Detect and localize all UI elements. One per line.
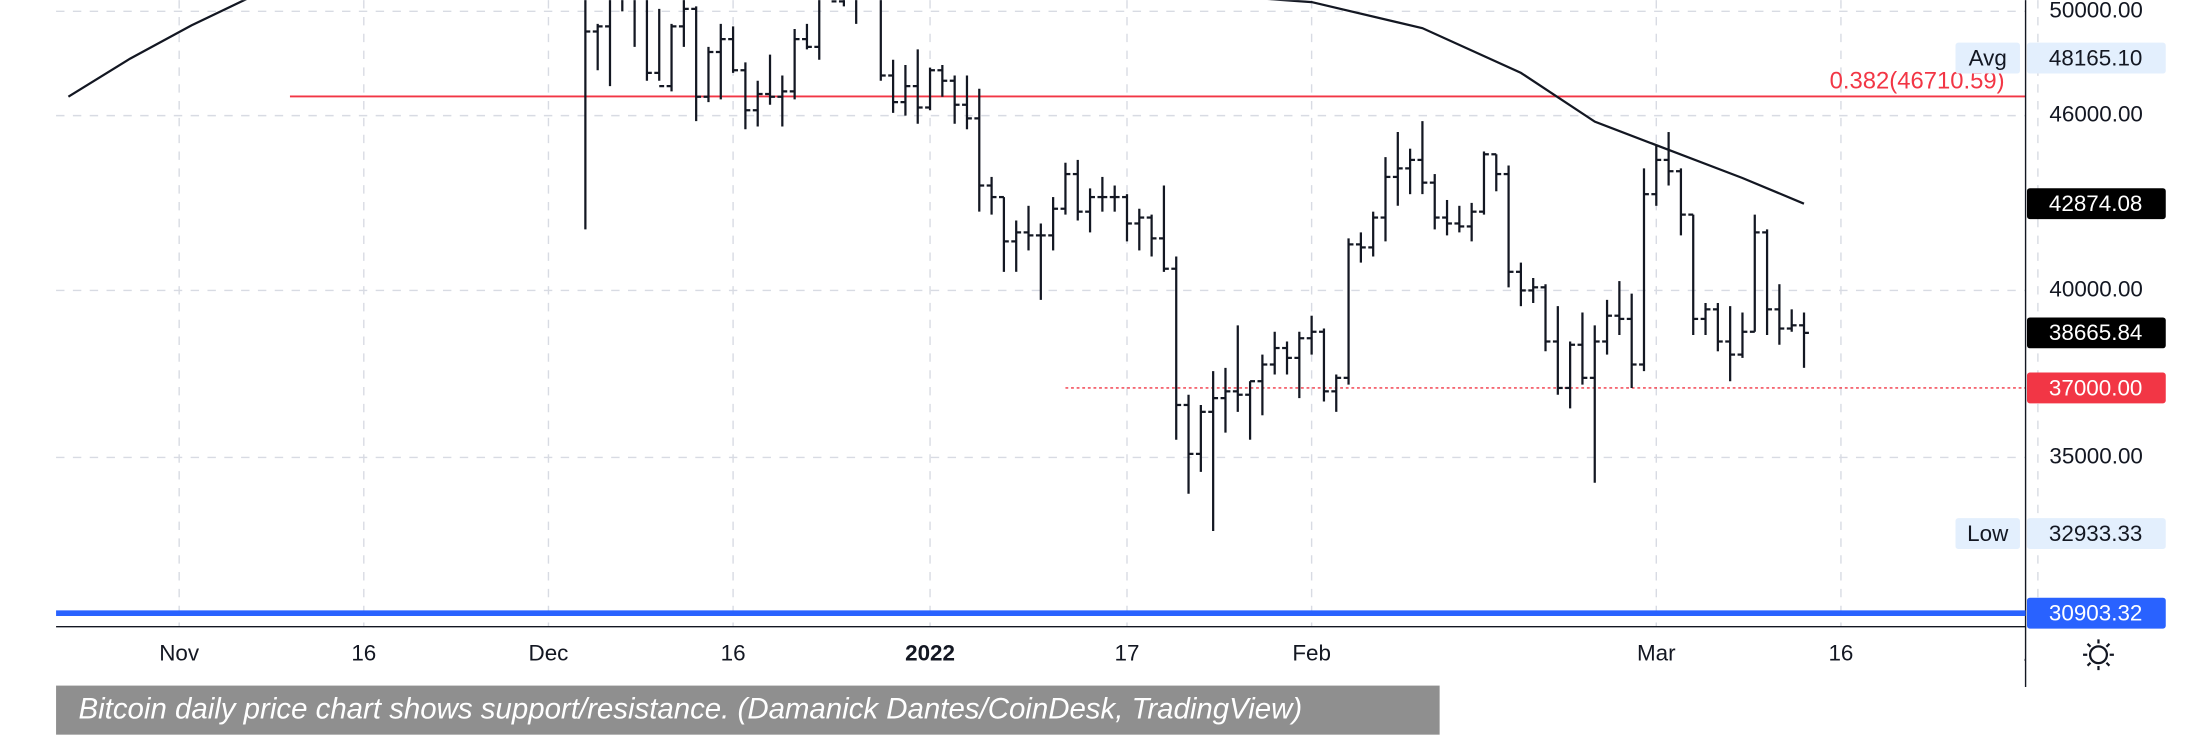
badge-tag <box>1955 42 2020 74</box>
plot-area <box>67 0 2026 532</box>
support-badge <box>2026 372 2166 404</box>
stat-badge-label: 48165.10 <box>2049 45 2142 70</box>
low-line-badge-label: 30903.32 <box>2049 600 2142 625</box>
badge-name: Avg <box>1969 45 2007 70</box>
x-tick-label: Nov <box>159 641 200 666</box>
x-tick-label: Feb <box>1292 641 1331 666</box>
ma-last-badge <box>2026 188 2166 220</box>
x-tick-label: 16 <box>1828 641 1853 666</box>
y-tick-label: 46000.00 <box>2049 102 2142 127</box>
x-tick-label: Mar <box>1637 641 1676 666</box>
x-tick-label: 2022 <box>905 641 955 666</box>
x-tick-label: 16 <box>351 641 376 666</box>
y-tick-label: 40000.00 <box>2049 276 2142 301</box>
x-tick-label: Dec <box>529 641 569 666</box>
badge-name: Low <box>1967 521 2009 546</box>
stat-badge <box>2026 518 2166 550</box>
y-tick-label: 35000.00 <box>2049 443 2142 468</box>
x-tick-label: 16 <box>721 641 746 666</box>
stat-badge-label: 32933.33 <box>2049 521 2142 546</box>
x-axis: Nov 16 Dec 16 2022 17 Feb Mar 16 Ap <box>159 641 2051 666</box>
ma-last-badge-label: 42874.08 <box>2049 191 2142 216</box>
low-line-badge <box>2026 597 2166 629</box>
support-badge-label: 37000.00 <box>2049 375 2142 400</box>
y-tick-label: 50000.00 <box>2049 0 2142 22</box>
last-price-badge <box>2026 317 2166 349</box>
x-tick-label: 17 <box>1115 641 1140 666</box>
x-tick-label: Ap <box>2024 641 2051 666</box>
caption: Bitcoin daily price chart shows support/… <box>79 693 1303 726</box>
badge-tag <box>1955 518 2020 550</box>
caption-box <box>56 685 1440 735</box>
stat-badge <box>2026 42 2166 74</box>
settings-icon[interactable] <box>2083 639 2114 671</box>
y-axis: 50000.00 46000.00 40000.00 35000.00 <box>2049 0 2142 468</box>
grid <box>56 0 2039 627</box>
last-price-badge-label: 38665.84 <box>2049 320 2142 345</box>
moving-average <box>67 0 1805 205</box>
